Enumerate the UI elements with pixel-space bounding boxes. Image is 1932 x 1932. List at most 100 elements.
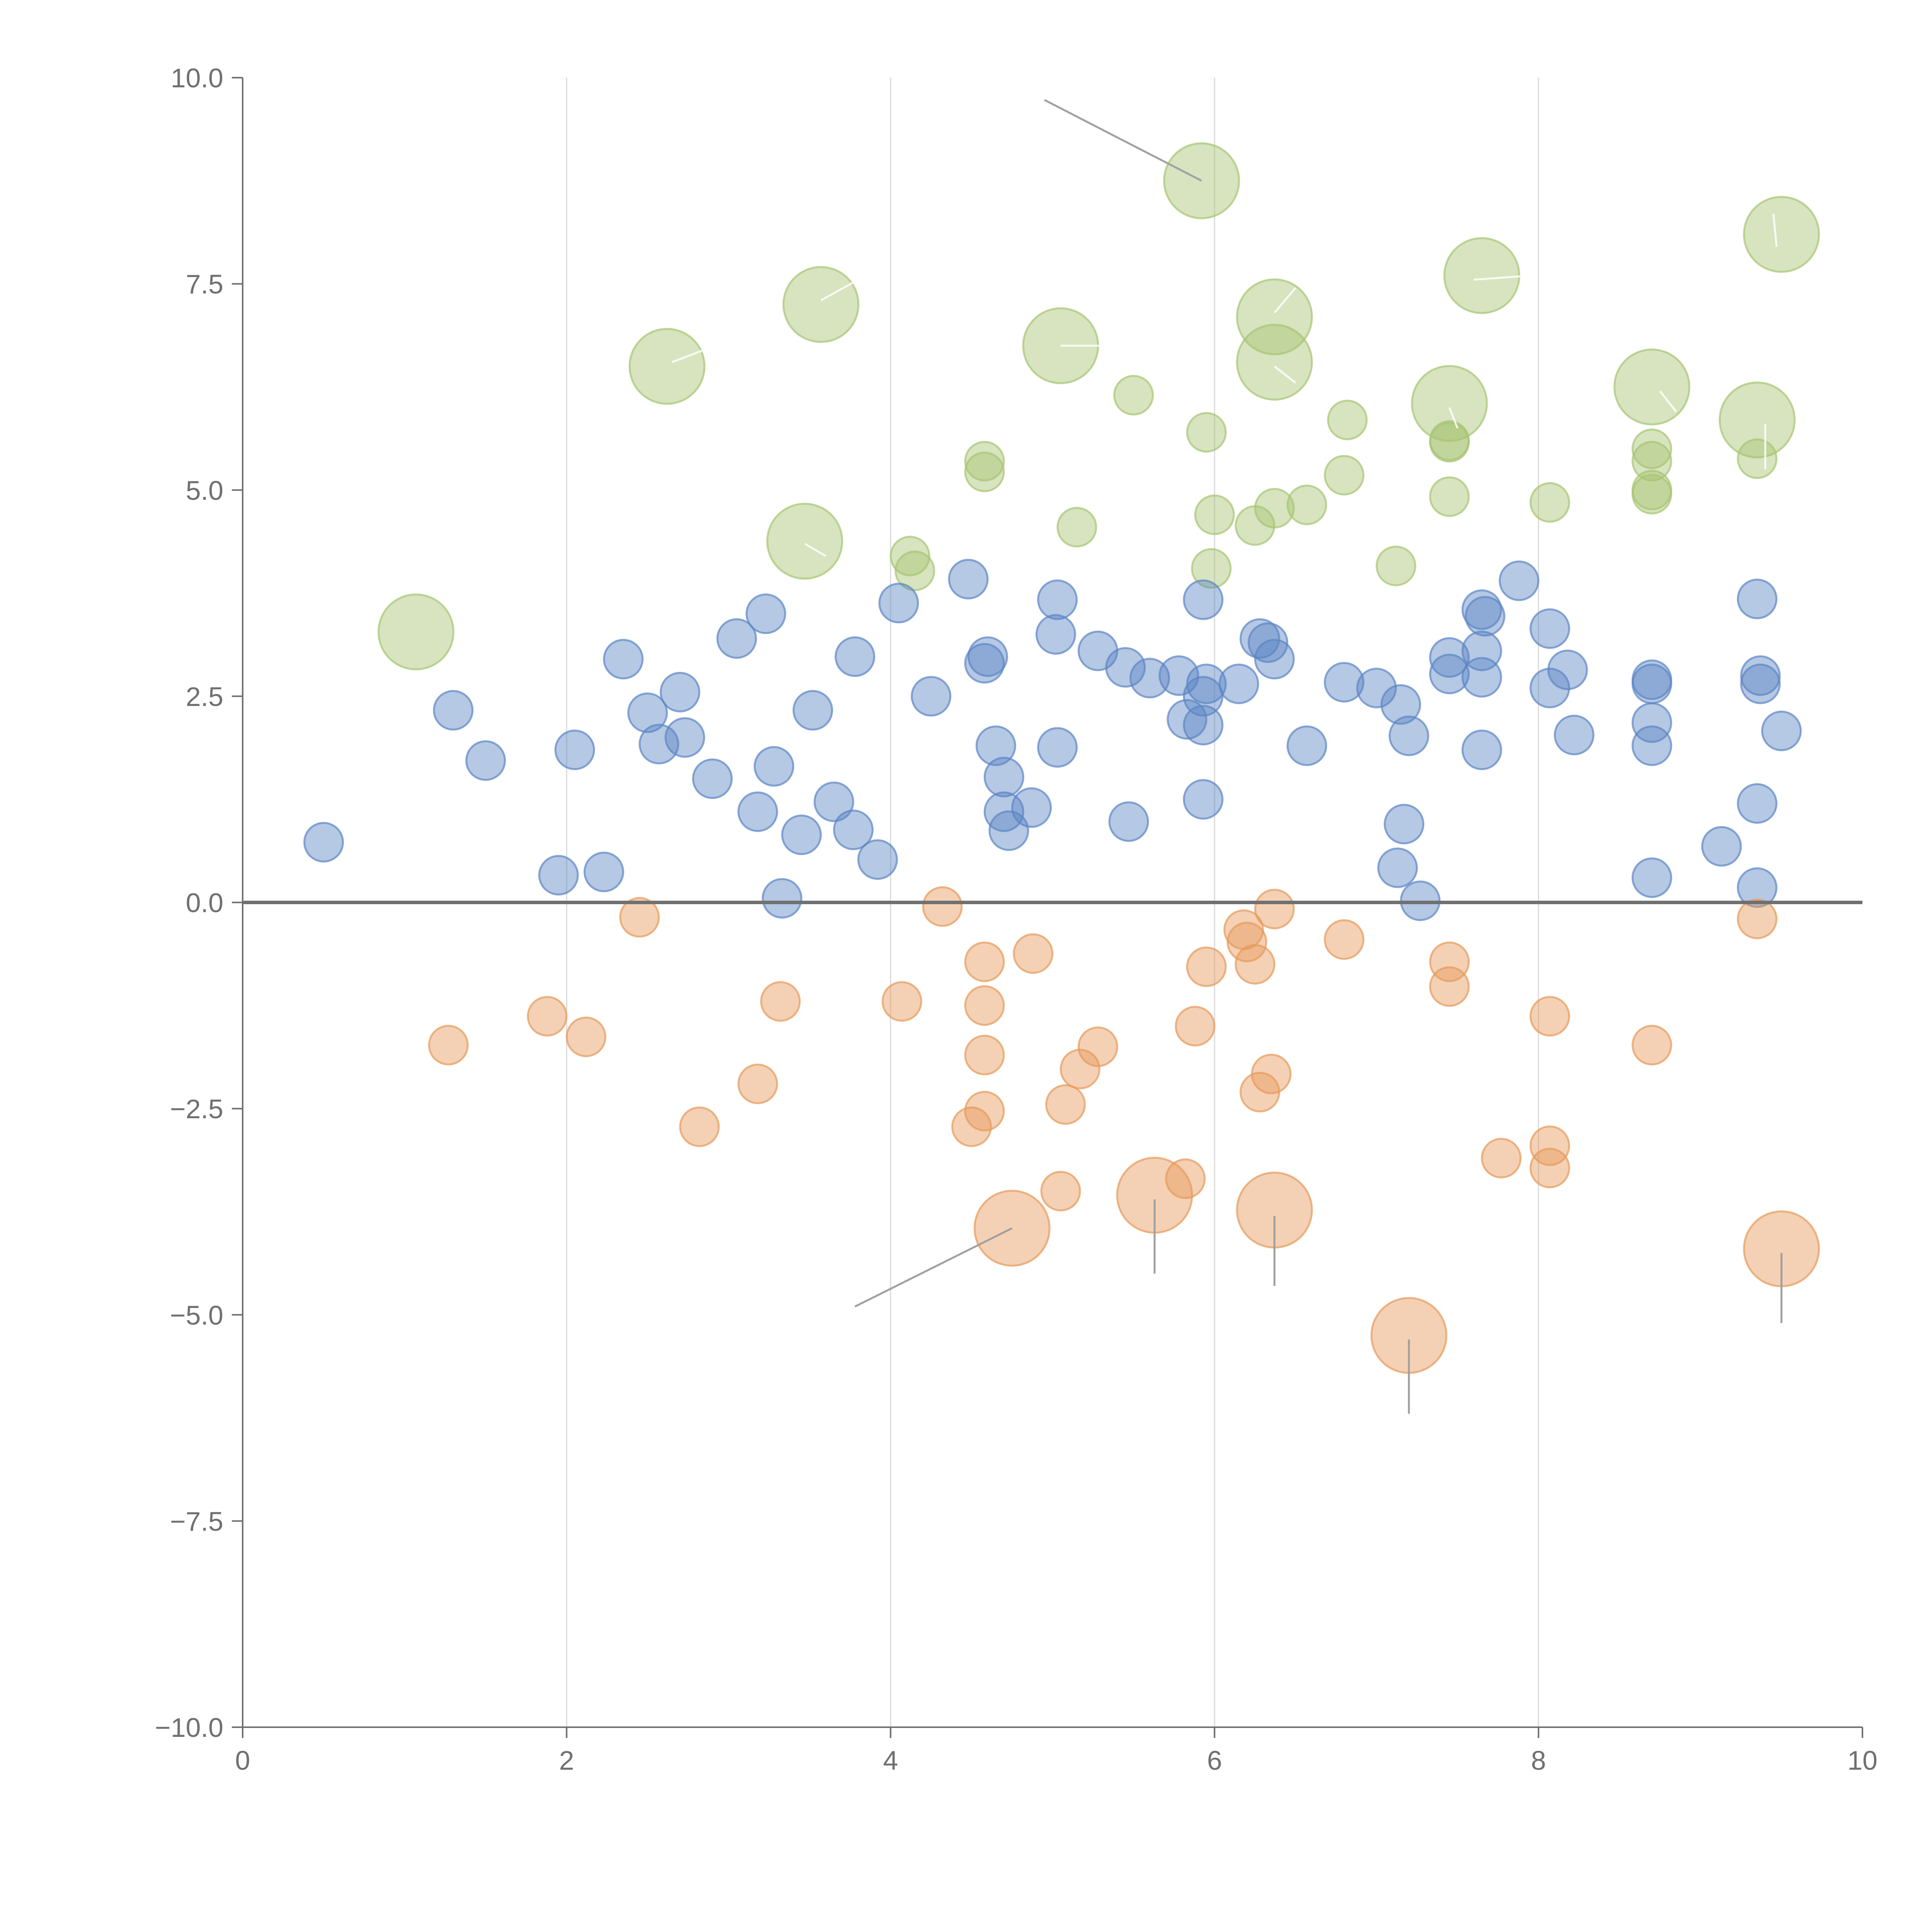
data-point-green xyxy=(1286,485,1327,526)
data-point-green xyxy=(1113,375,1154,416)
data-point-orange xyxy=(1631,1025,1672,1066)
data-point-green xyxy=(1327,400,1368,440)
data-point-blue xyxy=(538,855,579,896)
data-point-orange xyxy=(964,941,1005,982)
data-point-orange xyxy=(881,981,922,1022)
data-point-blue xyxy=(857,839,898,880)
data-point-blue xyxy=(1254,639,1295,680)
data-point-blue xyxy=(1740,663,1781,704)
data-point-blue xyxy=(692,758,733,799)
annotation-inner-tick xyxy=(1473,274,1531,281)
data-point-green xyxy=(889,536,930,577)
data-point-green xyxy=(1613,348,1690,425)
data-point-blue xyxy=(745,593,786,634)
data-point-blue xyxy=(1429,653,1470,694)
annotation-inner-tick xyxy=(671,349,705,363)
data-point-green xyxy=(766,503,844,580)
data-point-blue xyxy=(1737,783,1778,824)
data-point-green xyxy=(1236,278,1313,355)
data-point-blue xyxy=(762,878,803,919)
data-point-orange xyxy=(1165,1158,1206,1199)
data-point-orange xyxy=(1529,1125,1570,1166)
data-point-blue xyxy=(1108,801,1149,842)
data-point-orange xyxy=(1045,1084,1086,1125)
data-point-blue xyxy=(1737,578,1778,619)
annotation-inner-tick xyxy=(820,279,859,301)
data-point-blue xyxy=(1384,804,1425,845)
data-point-blue xyxy=(948,559,989,600)
data-point-blue xyxy=(1554,714,1595,755)
data-point-green xyxy=(1529,482,1570,523)
data-point-orange xyxy=(1737,898,1778,939)
data-point-blue xyxy=(1129,658,1170,699)
x-tick-label: 8 xyxy=(1531,1745,1546,1776)
annotation-inner-tick xyxy=(804,543,827,557)
data-point-orange xyxy=(1077,1026,1118,1067)
data-point-blue xyxy=(638,724,679,765)
data-point-orange xyxy=(619,897,660,938)
data-point-blue xyxy=(1461,657,1502,698)
data-point-blue xyxy=(813,781,854,822)
data-point-blue xyxy=(835,636,876,677)
data-point-blue xyxy=(303,822,344,863)
data-point-blue xyxy=(1158,655,1199,696)
data-point-blue xyxy=(793,690,833,731)
series-green xyxy=(378,142,1820,670)
annotations xyxy=(243,99,1862,1414)
data-point-blue xyxy=(967,636,1008,677)
data-point-green xyxy=(1443,237,1520,314)
y-tick-label: 2.5 xyxy=(186,682,223,712)
data-point-blue xyxy=(1461,730,1502,770)
data-point-blue xyxy=(1464,596,1505,637)
data-point-blue xyxy=(1631,702,1672,743)
data-point-blue xyxy=(1631,725,1672,766)
data-point-blue xyxy=(554,730,595,770)
data-point-green xyxy=(378,593,455,670)
data-point-blue xyxy=(1037,727,1078,768)
data-point-green xyxy=(1429,422,1470,463)
data-point-orange xyxy=(566,1016,607,1057)
data-point-green xyxy=(1411,365,1488,442)
data-series xyxy=(303,142,1820,1374)
data-point-orange xyxy=(527,996,568,1037)
data-point-blue xyxy=(1011,787,1052,828)
x-tick-label: 0 xyxy=(235,1745,250,1776)
data-point-orange xyxy=(1429,966,1470,1007)
data-point-blue xyxy=(1529,668,1570,709)
data-point-blue xyxy=(1529,608,1570,649)
data-point-orange xyxy=(964,985,1005,1026)
y-tick-label: −5.0 xyxy=(170,1300,223,1330)
data-point-blue xyxy=(964,643,1005,684)
data-point-green xyxy=(1235,505,1276,546)
data-point-blue xyxy=(660,672,701,713)
y-tick-label: 10.0 xyxy=(171,63,223,93)
data-point-orange xyxy=(922,886,963,927)
data-point-green xyxy=(782,266,860,343)
data-point-orange xyxy=(428,1025,469,1066)
data-point-orange xyxy=(1186,946,1227,987)
data-point-orange xyxy=(1529,996,1570,1037)
annotation-inner-tick xyxy=(1772,213,1778,247)
data-point-blue xyxy=(465,740,506,781)
data-point-blue xyxy=(664,717,705,758)
x-tick-label: 6 xyxy=(1207,1745,1222,1776)
data-point-green xyxy=(1743,196,1820,273)
y-tick-label: −2.5 xyxy=(170,1094,223,1124)
data-point-orange xyxy=(737,1063,778,1104)
x-tick-label: 10 xyxy=(1847,1745,1878,1776)
annotation-inner-tick xyxy=(1274,287,1296,313)
data-point-orange xyxy=(760,981,801,1022)
data-point-blue xyxy=(1218,663,1259,704)
series-blue xyxy=(303,559,1802,921)
data-point-blue xyxy=(1377,847,1418,888)
annotation-inner-tick xyxy=(1448,407,1459,429)
data-point-green xyxy=(1236,323,1313,401)
data-point-orange xyxy=(951,1106,992,1147)
data-point-green xyxy=(1191,548,1232,589)
data-point-blue xyxy=(1388,715,1429,756)
data-point-blue xyxy=(1737,867,1778,908)
data-point-blue xyxy=(1186,663,1227,704)
data-point-blue xyxy=(1498,560,1539,601)
data-point-blue xyxy=(911,676,952,717)
